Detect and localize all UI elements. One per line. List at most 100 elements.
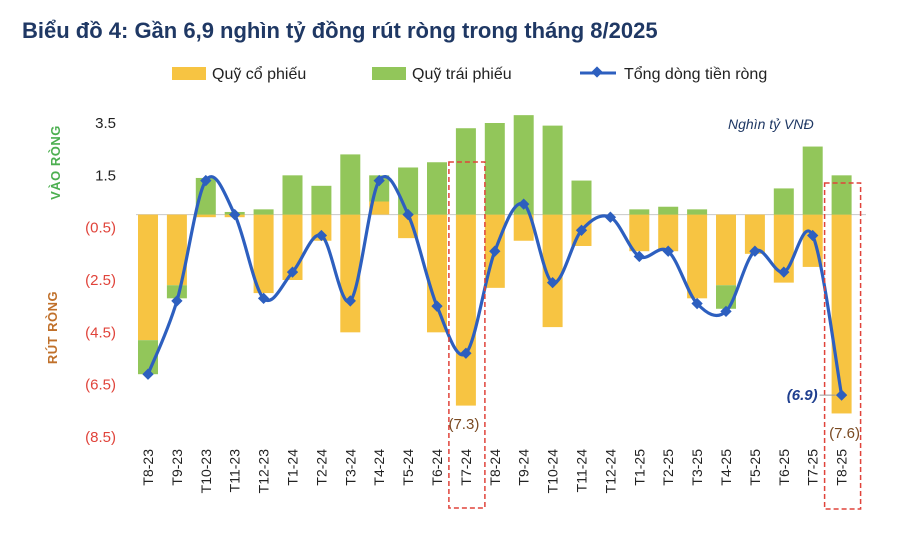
unit-label: Nghìn tỷ VNĐ [728,116,814,132]
bar-equity-fund [629,214,650,252]
net-flow-point [691,297,703,310]
y-tick-label: (4.5) [85,324,116,341]
x-tick-label: T7-24 [458,449,474,486]
x-tick-label: T11-23 [227,449,243,493]
bar-bond-fund [687,209,708,215]
x-tick-label: T9-23 [169,449,185,486]
net-flow-point [749,245,761,257]
bar-bond-fund [282,175,303,215]
net-flow-line [146,175,844,396]
y-tick-label: 1.5 [95,167,116,184]
bar-bond-fund [542,125,563,215]
bar-bond-fund [398,167,419,215]
bar-bond-fund [658,206,679,215]
bar-equity-fund [253,214,274,294]
bar-equity-fund [455,214,476,406]
bar-bond-fund [484,123,505,215]
net-flow-point [315,229,328,242]
x-tick-label: T9-24 [516,449,532,486]
bar-bond-fund [166,285,187,299]
bar-equity-fund [716,214,736,286]
highlight-box [823,182,862,510]
x-tick-label: T8-23 [140,449,156,486]
net-flow-point [229,208,241,221]
legend-label-equity-fund: Quỹ cổ phiếu [212,66,307,83]
net-flow-point [257,292,270,304]
net-flow-point [835,389,848,401]
net-flow-point [373,174,385,187]
y-tick-label: (6.5) [85,377,116,394]
bar-equity-fund [427,214,447,333]
net-flow-point [807,229,819,242]
bar-bond-fund [311,185,332,215]
y-tick-label: (8.5) [85,429,116,446]
x-tick-label: T8-25 [834,449,850,486]
highlight-box [448,161,486,509]
net-flow-point [489,245,501,257]
x-tick-label: T2-25 [660,449,676,486]
bar-equity-fund [831,214,852,414]
bar-bond-fund [831,175,852,215]
bar-bond-fund [629,209,650,215]
bar-equity-fund [340,214,361,333]
net-flow-point [460,347,472,359]
bar-equity-fund [513,214,534,241]
legend-label-bond-fund: Quỹ trái phiếu [412,66,512,83]
x-tick-label: T4-24 [371,449,387,486]
bar-bond-fund [773,188,794,215]
net-flow-point [344,295,356,307]
bar-bond-fund [571,180,592,215]
net-flow-point [662,245,674,257]
y-tick-label: (0.5) [85,220,116,237]
x-tick-label: T3-25 [689,449,705,486]
legend-swatch-bond-fund [372,67,406,80]
x-tick-label: T4-25 [718,449,734,486]
net-flow-point [171,295,183,307]
x-tick-label: T1-25 [631,449,647,486]
net-flow-point [518,198,530,210]
bar-equity-fund [744,214,765,254]
data-label: (6.9) [787,387,818,404]
net-flow-point [142,368,154,380]
x-tick-label: T8-24 [487,449,503,486]
net-flow-point [431,300,443,312]
legend-swatch-equity-fund [172,67,206,80]
x-tick-label: T12-23 [256,449,272,494]
chart-title: Biểu đồ 4: Gần 6,9 nghìn tỷ đồng rút ròn… [22,18,658,43]
bar-bond-fund [802,146,823,215]
net-flow-point [200,174,212,187]
x-tick-label: T6-24 [429,449,445,486]
data-label: (7.3) [448,416,479,433]
net-flow-point [778,266,790,278]
x-tick-label: T2-24 [313,449,329,486]
bar-equity-fund [195,214,216,218]
legend-item-equity-fund: Quỹ cổ phiếu [172,66,306,84]
bar-bond-fund [340,154,361,215]
y-tick-label: 3.5 [95,115,116,132]
bar-equity-fund [166,214,187,286]
bar-equity-fund [138,214,158,341]
legend-swatch-net-flow [580,66,616,78]
net-flow-point [402,208,414,221]
x-tick-label: T10-23 [198,449,214,494]
x-tick-label: T10-24 [545,449,561,494]
bar-bond-fund [513,115,534,215]
bar-bond-fund [195,177,216,215]
data-label: (7.6) [829,425,860,442]
legend-item-net-flow: Tổng dòng tiền ròng [578,66,767,84]
x-tick-label: T7-25 [805,449,821,486]
bar-bond-fund [253,209,274,215]
bar-equity-fund [369,201,390,215]
x-tick-label: T11-24 [574,449,590,493]
bar-equity-fund [658,214,679,252]
legend-label-net-flow: Tổng dòng tiền ròng [624,66,768,83]
y-tick-label: (2.5) [85,272,116,289]
x-tick-label: T12-24 [602,449,618,494]
bar-equity-fund [542,214,563,328]
x-tick-label: T6-25 [776,449,792,486]
net-flow-point [720,305,732,318]
net-flow-point [286,266,299,278]
bar-bond-fund [427,162,447,215]
legend-item-bond-fund: Quỹ trái phiếu [372,66,512,84]
